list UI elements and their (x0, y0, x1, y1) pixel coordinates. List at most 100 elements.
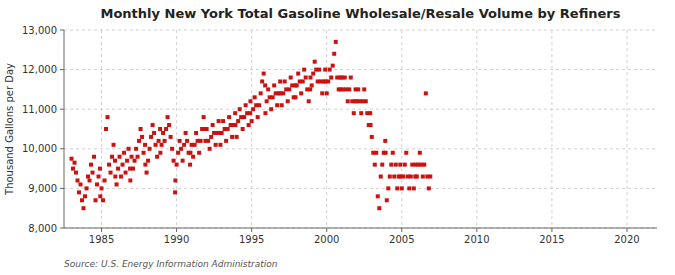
point (74, 171, 78, 175)
y-grid-line (64, 109, 657, 110)
x-grid-line (551, 30, 552, 228)
point (106, 115, 110, 119)
point (347, 87, 351, 91)
point (295, 83, 299, 87)
point (83, 194, 87, 198)
point (170, 147, 174, 151)
source-note: Source: U.S. Energy Information Administ… (64, 259, 278, 269)
x-tick (476, 228, 477, 232)
point (233, 111, 237, 115)
point (97, 175, 101, 179)
point (194, 131, 198, 135)
point (248, 99, 252, 103)
point (309, 76, 313, 80)
point (88, 178, 92, 182)
y-tick-label: 12,000 (22, 64, 57, 75)
point (115, 182, 119, 186)
point (293, 95, 297, 99)
point (283, 79, 287, 83)
point (208, 147, 212, 151)
point (184, 131, 188, 135)
point (389, 163, 393, 167)
point (155, 155, 159, 159)
point (269, 107, 273, 111)
y-grid-line (64, 30, 657, 31)
x-grid-line (476, 30, 477, 228)
point (377, 206, 381, 210)
point (139, 127, 143, 131)
point (205, 127, 209, 131)
point (89, 163, 93, 167)
point (244, 103, 248, 107)
x-tick (401, 228, 402, 232)
point (233, 123, 237, 127)
point (331, 64, 335, 68)
point (418, 151, 422, 155)
point (113, 175, 117, 179)
point (112, 143, 116, 147)
point (214, 143, 218, 147)
point (125, 159, 129, 163)
point (221, 119, 225, 123)
point (385, 198, 389, 202)
point (301, 79, 305, 83)
point (326, 79, 330, 83)
x-tick-label: 1995 (239, 234, 264, 245)
point (85, 186, 89, 190)
point (182, 143, 186, 147)
chart: 8,0009,00010,00011,00012,00013,000198519… (0, 0, 675, 275)
point (185, 139, 189, 143)
point (188, 151, 192, 155)
point (133, 159, 137, 163)
point (104, 127, 108, 131)
point (173, 178, 177, 182)
point (374, 151, 378, 155)
point (310, 83, 314, 87)
point (263, 83, 267, 87)
point (161, 131, 165, 135)
point (128, 178, 132, 182)
point (163, 139, 167, 143)
point (82, 206, 86, 210)
point (116, 167, 120, 171)
point (247, 123, 251, 127)
point (263, 111, 267, 115)
point (412, 186, 416, 190)
y-tick (60, 228, 64, 229)
point (332, 52, 336, 56)
point (329, 76, 333, 80)
point (272, 83, 276, 87)
point (121, 163, 125, 167)
point (248, 111, 252, 115)
point (383, 139, 387, 143)
point (362, 87, 366, 91)
y-tick (60, 109, 64, 110)
point (364, 99, 368, 103)
point (80, 198, 84, 202)
point (394, 163, 398, 167)
point (166, 115, 170, 119)
point (175, 163, 179, 167)
point (392, 175, 396, 179)
point (226, 127, 230, 131)
point (98, 167, 102, 171)
point (428, 175, 432, 179)
point (143, 163, 147, 167)
y-tick (60, 148, 64, 149)
point (152, 131, 156, 135)
point (376, 194, 380, 198)
point (251, 107, 255, 111)
y-tick (60, 30, 64, 31)
point (76, 178, 80, 182)
point (257, 103, 261, 107)
point (299, 91, 303, 95)
point (119, 175, 123, 179)
point (107, 163, 111, 167)
point (403, 163, 407, 167)
point (275, 103, 279, 107)
point (278, 79, 282, 83)
x-grid-line (401, 30, 402, 228)
y-grid-line (64, 188, 657, 189)
point (373, 163, 377, 167)
point (317, 68, 321, 72)
